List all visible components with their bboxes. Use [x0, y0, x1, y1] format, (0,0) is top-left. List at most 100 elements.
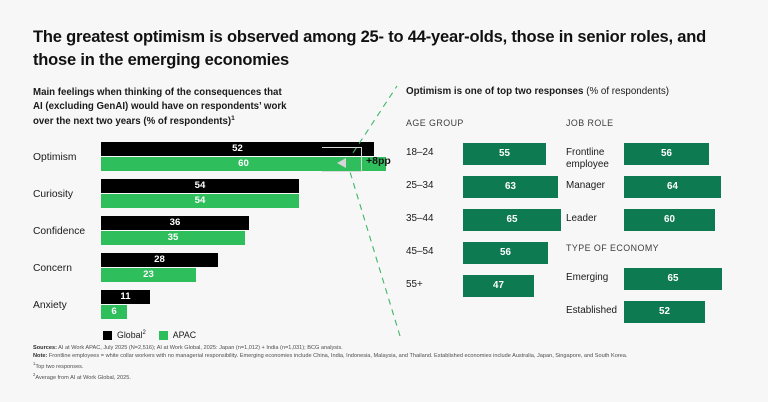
- legend-swatch-icon: [158, 330, 168, 340]
- delta-callout-label: +8pp: [366, 155, 391, 167]
- bar-row-label: Curiosity: [33, 188, 74, 200]
- footnote-1-text: Top two responses.: [35, 363, 84, 370]
- bar-row-45-54: 45–54 56: [406, 238, 566, 271]
- bar-row-label: Confidence: [33, 225, 86, 237]
- bar-value: 63: [505, 181, 516, 193]
- bar-wrap: 47: [463, 275, 534, 297]
- bar-value: 55: [499, 148, 510, 160]
- bar-apac: 60: [101, 157, 386, 172]
- bar-value-bar: 63: [463, 176, 558, 198]
- bar-value-bar: 60: [624, 209, 715, 231]
- bar-pair: 28 23: [101, 252, 388, 283]
- footnote-note: Note: Frontline employees = white collar…: [33, 353, 753, 361]
- footnote-2: 2Average from AI at Work Global, 2025.: [33, 372, 753, 383]
- footnote-sources-text: AI at Work APAC, July 2025 (N=2,516); AI…: [56, 345, 343, 351]
- bar-global: 28: [101, 252, 218, 267]
- bar-row-curiosity: Curiosity 54 54: [33, 178, 388, 215]
- group-heading: JOB ROLE: [566, 118, 614, 128]
- bar-row-optimism: Optimism 52 60: [33, 141, 388, 178]
- bar-value: 35: [167, 232, 179, 244]
- bar-row-label: Emerging: [566, 272, 609, 283]
- left-chart-subtitle: Main feelings when thinking of the conse…: [33, 86, 353, 129]
- bar-apac: 6: [101, 305, 127, 320]
- bar-row-18-24: 18–24 55: [406, 139, 566, 172]
- bar-value: 56: [661, 148, 672, 160]
- legend-item-global: Global2: [103, 330, 146, 340]
- bar-value: 65: [667, 273, 679, 285]
- bar-apac: 54: [101, 194, 299, 209]
- group-job-role: JOB ROLE Frontline employee 56 Manager 6…: [566, 118, 741, 238]
- bar-row-confidence: Confidence 36 35: [33, 215, 388, 252]
- bar-value-bar: 47: [463, 275, 534, 297]
- bar-value-bar: 65: [463, 209, 561, 231]
- bar-row-label: Anxiety: [33, 299, 67, 311]
- bar-global: 52: [101, 141, 374, 156]
- bar-row-label: 25–34: [406, 180, 434, 191]
- bar-row-25-34: 25–34 63: [406, 172, 566, 205]
- bar-value: 64: [667, 181, 678, 193]
- bar-row-55-plus: 55+ 47: [406, 271, 566, 304]
- arrow-left-icon: [337, 158, 346, 168]
- bar-row-emerging: Emerging 65: [566, 264, 741, 297]
- bar-wrap: 56: [463, 242, 548, 264]
- bar-apac: 35: [101, 231, 245, 246]
- bar-value-bar: 65: [624, 268, 722, 290]
- bar-row-35-44: 35–44 65: [406, 205, 566, 238]
- right-title-regular: (% of respondents): [586, 86, 669, 97]
- bar-wrap: 65: [463, 209, 561, 231]
- footnote-sources-label: Sources:: [33, 345, 57, 351]
- bar-row-label: 55+: [406, 279, 423, 290]
- bar-row-label: 45–54: [406, 246, 434, 257]
- bar-apac: 23: [101, 268, 196, 283]
- group-age-group: AGE GROUP 18–24 55 25–34 63 35–44 65: [406, 118, 566, 304]
- bar-value: 11: [120, 290, 131, 302]
- bar-value: 47: [493, 280, 504, 292]
- left-chart-panel: Main feelings when thinking of the conse…: [33, 86, 388, 326]
- bar-value-bar: 52: [624, 301, 705, 323]
- bar-wrap: 56: [624, 143, 709, 165]
- bar-value: 54: [194, 179, 206, 191]
- group-heading: TYPE OF ECONOMY: [566, 243, 660, 253]
- bar-pair: 52 60: [101, 141, 388, 172]
- group-type-of-economy: TYPE OF ECONOMY Emerging 65 Established …: [566, 243, 741, 330]
- legend-label: Global: [117, 330, 143, 340]
- footnote-2-text: Average from AI at Work Global, 2025.: [35, 374, 131, 381]
- bar-wrap: 65: [624, 268, 722, 290]
- right-chart-title: Optimism is one of top two responses (% …: [406, 86, 736, 99]
- bar-global: 11: [101, 289, 150, 304]
- bar-wrap: 60: [624, 209, 715, 231]
- footnote-note-text: Frontline employees = white collar worke…: [47, 352, 628, 359]
- bar-value: 60: [238, 158, 249, 170]
- bar-wrap: 55: [463, 143, 546, 165]
- bar-value: 52: [232, 142, 243, 154]
- left-subtitle-line-1: Main feelings when thinking of the conse…: [33, 87, 282, 98]
- footnote-note-label: Note:: [33, 352, 48, 359]
- left-subtitle-line-3: over the next two years (% of respondent…: [33, 115, 232, 127]
- bar-wrap: 63: [463, 176, 558, 198]
- bar-row-label: 35–44: [406, 213, 434, 224]
- bar-value: 28: [154, 253, 165, 265]
- bar-row-concern: Concern 28 23: [33, 252, 388, 289]
- footnote-2-marker: 2: [33, 371, 36, 377]
- left-subtitle-footnote-marker: 1: [231, 114, 235, 122]
- right-chart-panel: Optimism is one of top two responses (% …: [406, 86, 736, 99]
- bar-row-manager: Manager 64: [566, 172, 741, 205]
- footnotes: Sources: AI at Work APAC, July 2025 (N=2…: [33, 345, 753, 382]
- legend-item-apac: APAC: [158, 330, 196, 340]
- bar-row-leader: Leader 60: [566, 205, 741, 238]
- bar-value: 60: [664, 214, 675, 226]
- bar-value: 56: [500, 247, 511, 259]
- bar-row-frontline-employee: Frontline employee 56: [566, 139, 741, 172]
- footnote-sources: Sources: AI at Work APAC, July 2025 (N=2…: [33, 345, 753, 353]
- bar-row-label: Optimism: [33, 151, 77, 163]
- bar-pair: 11 6: [101, 289, 388, 320]
- bar-value-bar: 55: [463, 143, 546, 165]
- bar-row-label: Leader: [566, 213, 597, 224]
- legend-footnote-marker: 2: [142, 330, 146, 337]
- bar-wrap: 64: [624, 176, 721, 198]
- bar-value: 23: [143, 269, 154, 281]
- bar-value-bar: 56: [463, 242, 548, 264]
- bar-value: 6: [111, 306, 117, 318]
- bar-row-label: Frontline employee: [566, 147, 609, 170]
